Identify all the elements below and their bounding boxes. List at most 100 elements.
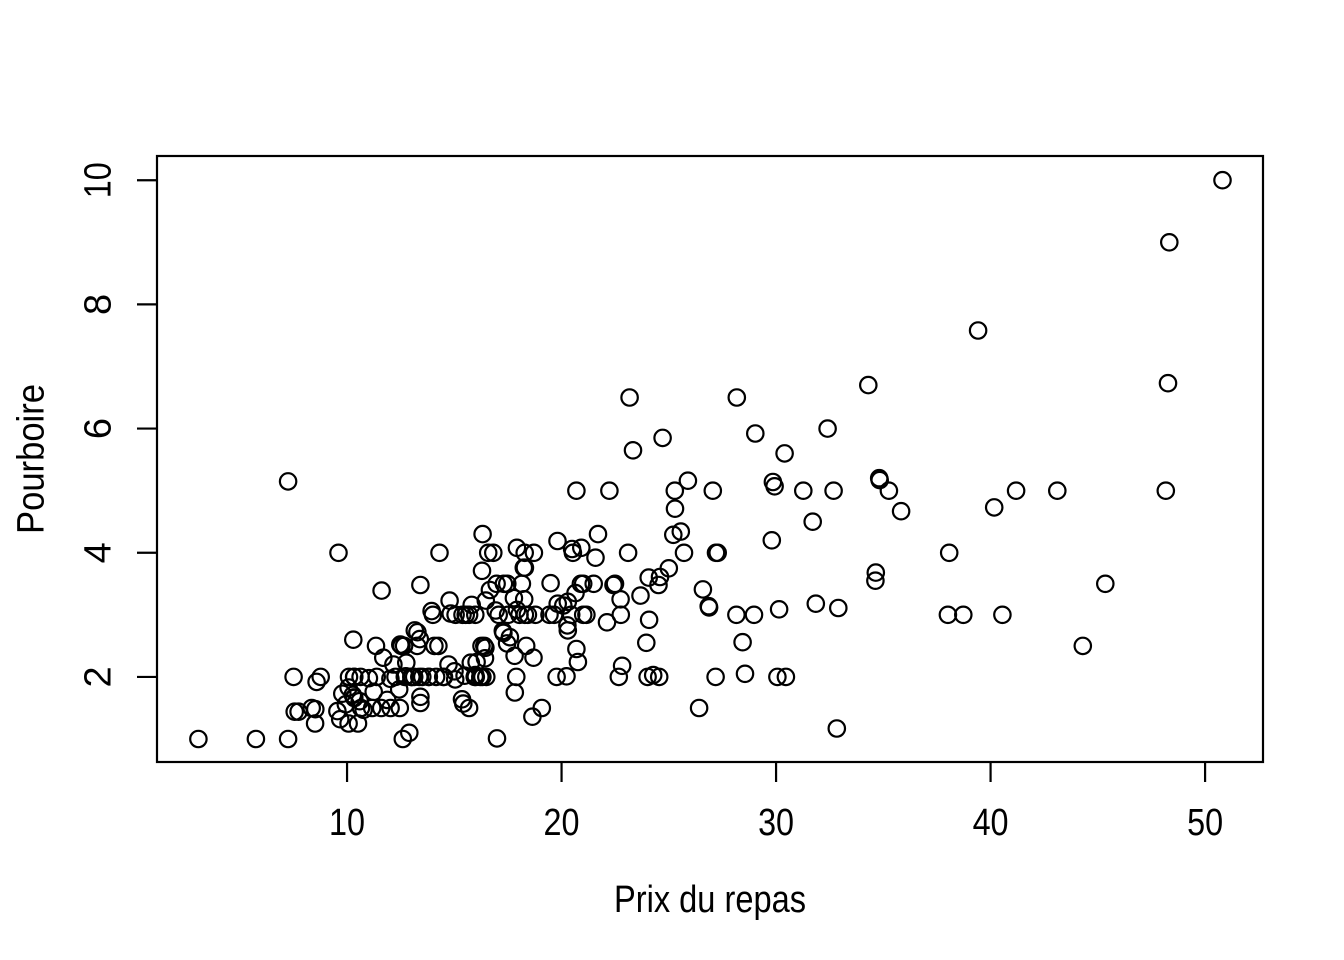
data-point bbox=[600, 481, 619, 500]
data-point bbox=[446, 605, 465, 625]
data-point bbox=[708, 543, 727, 563]
x-tick-label: 40 bbox=[973, 802, 1009, 844]
data-point bbox=[665, 481, 685, 500]
data-point bbox=[665, 499, 685, 518]
data-point bbox=[1006, 481, 1026, 500]
data-point bbox=[693, 580, 713, 599]
data-point bbox=[818, 419, 837, 438]
data-point bbox=[588, 524, 608, 544]
data-point bbox=[568, 652, 588, 672]
data-point bbox=[487, 729, 507, 748]
data-point bbox=[828, 598, 848, 618]
data-point bbox=[993, 605, 1012, 625]
data-point bbox=[455, 666, 474, 685]
data-point bbox=[483, 543, 503, 563]
data-point bbox=[307, 672, 326, 692]
data-point bbox=[351, 667, 370, 687]
data-point bbox=[663, 525, 683, 545]
data-points bbox=[189, 170, 1232, 749]
data-point bbox=[618, 543, 638, 563]
data-point bbox=[547, 667, 566, 687]
data-point bbox=[396, 666, 416, 686]
data-point bbox=[609, 667, 629, 687]
data-point bbox=[246, 729, 266, 749]
data-point bbox=[523, 707, 542, 726]
data-point bbox=[1213, 170, 1232, 190]
data-point bbox=[866, 563, 886, 582]
data-point bbox=[512, 574, 532, 594]
data-point bbox=[891, 501, 911, 521]
data-point bbox=[763, 472, 783, 492]
data-point bbox=[1156, 481, 1176, 500]
x-axis-title: Prix du repas bbox=[614, 879, 806, 921]
data-point bbox=[284, 667, 303, 687]
data-point bbox=[473, 524, 492, 544]
data-point bbox=[567, 639, 586, 659]
data-point bbox=[351, 698, 371, 718]
data-point bbox=[597, 612, 617, 632]
data-point bbox=[439, 655, 458, 674]
data-point bbox=[824, 481, 843, 500]
data-point bbox=[674, 543, 694, 563]
data-point bbox=[423, 605, 443, 625]
data-point bbox=[968, 321, 988, 340]
data-point bbox=[524, 648, 543, 667]
data-point bbox=[573, 605, 593, 625]
data-point bbox=[659, 558, 679, 578]
data-point bbox=[373, 648, 393, 667]
data-point bbox=[505, 683, 525, 702]
data-point bbox=[433, 667, 453, 687]
y-tick-label: 2 bbox=[77, 666, 119, 687]
data-point bbox=[278, 472, 298, 491]
data-point bbox=[472, 561, 492, 581]
data-point bbox=[827, 719, 847, 738]
data-point bbox=[803, 512, 822, 531]
data-point bbox=[472, 636, 491, 656]
data-point bbox=[706, 667, 725, 687]
data-point bbox=[879, 481, 899, 500]
data-point bbox=[793, 481, 813, 500]
data-point bbox=[311, 667, 330, 687]
x-tick-label: 50 bbox=[1187, 802, 1223, 844]
data-point bbox=[548, 531, 567, 551]
data-point bbox=[339, 667, 359, 687]
data-point bbox=[506, 667, 526, 687]
data-point bbox=[744, 605, 764, 625]
data-point bbox=[476, 591, 496, 610]
data-point bbox=[638, 667, 657, 687]
data-point bbox=[1073, 636, 1093, 656]
data-point bbox=[411, 575, 430, 595]
data-point bbox=[571, 574, 591, 594]
data-point bbox=[557, 666, 576, 686]
data-point bbox=[430, 543, 449, 563]
data-point bbox=[332, 684, 352, 703]
data-point bbox=[561, 605, 581, 625]
data-point bbox=[411, 687, 430, 707]
data-point bbox=[524, 543, 544, 563]
x-tick-label: 10 bbox=[329, 802, 365, 844]
data-point bbox=[350, 691, 369, 711]
data-point bbox=[699, 596, 718, 616]
data-point bbox=[354, 700, 373, 720]
data-point bbox=[703, 481, 723, 500]
data-point bbox=[611, 589, 630, 609]
data-point bbox=[689, 698, 709, 718]
data-point bbox=[489, 605, 508, 625]
data-point bbox=[465, 605, 485, 625]
data-point bbox=[371, 698, 391, 718]
data-point bbox=[466, 667, 486, 687]
data-point bbox=[563, 543, 583, 563]
data-point bbox=[1096, 574, 1115, 594]
data-point bbox=[459, 698, 479, 718]
data-point bbox=[278, 729, 298, 749]
data-point bbox=[445, 670, 465, 689]
data-point bbox=[858, 375, 878, 395]
data-point bbox=[411, 693, 430, 713]
x-tick-label: 30 bbox=[758, 802, 794, 844]
data-point bbox=[649, 575, 668, 595]
axis-ticks: 10 20 30 40 50 2 4 6 8 10 bbox=[77, 162, 1223, 844]
data-point bbox=[558, 616, 577, 635]
data-point bbox=[1048, 481, 1067, 500]
y-tick-label: 6 bbox=[77, 418, 119, 439]
